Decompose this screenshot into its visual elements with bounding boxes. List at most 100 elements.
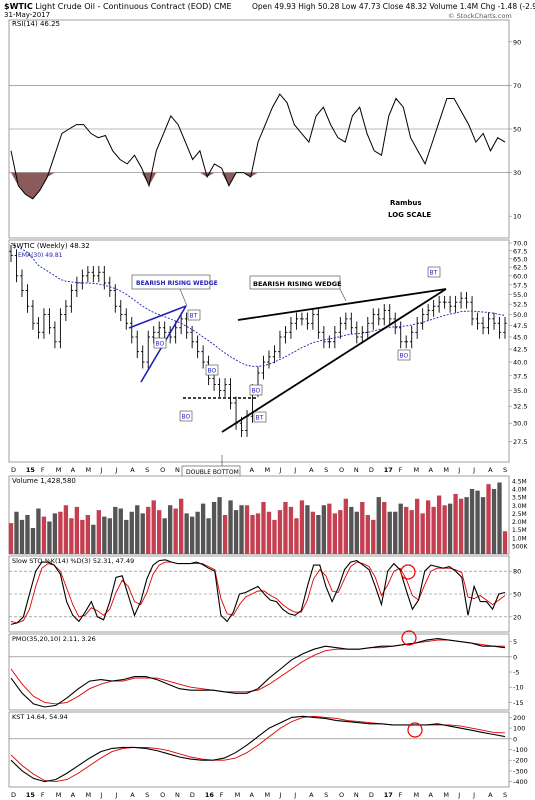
volume-bar xyxy=(310,511,316,554)
bottom-x-tick-label: J xyxy=(278,791,281,799)
bottom-x-tick-label: M xyxy=(264,791,270,799)
callout-box-bt xyxy=(187,309,201,321)
volume-bar xyxy=(486,484,491,554)
price-x-tick-label: M xyxy=(443,466,449,474)
rsi-legend: RSI(14) 46.25 xyxy=(12,20,60,28)
price-x-tick-label: O xyxy=(339,466,344,474)
bottom-x-tick-label: S xyxy=(324,791,328,799)
kst-line xyxy=(10,715,506,783)
volume-bar xyxy=(41,516,47,554)
price-x-tick-label: A xyxy=(488,466,493,474)
volume-bar xyxy=(63,505,69,554)
bottom-x-tick-label: D xyxy=(11,791,16,799)
rsi-axis-tick-label: 70 xyxy=(513,82,521,90)
bottom-x-tick-label: F xyxy=(220,791,224,799)
wedge2-label-pointer xyxy=(339,288,347,302)
volume-bar xyxy=(469,489,475,554)
volume-bar xyxy=(475,490,480,554)
bottom-x-tick-label: 16 xyxy=(205,791,215,799)
volume-bar xyxy=(30,528,36,554)
volume-bar xyxy=(321,505,327,554)
kst-panel-frame xyxy=(8,711,510,788)
pmo-axis-tick-label: -15 xyxy=(513,699,524,707)
volume-axis-tick-label: 1.5M xyxy=(512,527,527,534)
kst-axis-tick-label: -100 xyxy=(513,746,528,754)
volume-bar xyxy=(168,505,173,554)
callout-label-bt: BT xyxy=(256,415,264,422)
bottom-x-tick-label: D xyxy=(369,791,374,799)
volume-bar xyxy=(332,513,338,554)
volume-bar xyxy=(327,503,332,554)
callout-box-bo xyxy=(179,410,193,422)
price-axis-tick-label: 40.0 xyxy=(513,359,527,367)
volume-axis-tick-label: 4.0M xyxy=(512,487,527,494)
double-bottom-label: DOUBLE BOTTOM xyxy=(186,469,239,476)
symbol-description: Light Crude Oil - Continuous Contract (E… xyxy=(35,2,212,11)
price-x-tick-label: J xyxy=(99,466,102,474)
bottom-x-tick-label: A xyxy=(309,791,314,799)
bottom-x-tick-label: F xyxy=(399,791,403,799)
volume-bar xyxy=(382,502,387,554)
price-x-tick-label: J xyxy=(457,466,460,474)
volume-bar xyxy=(14,511,19,554)
volume-bar xyxy=(349,506,354,554)
price-axis-tick-label: 42.5 xyxy=(513,346,527,354)
volume-legend: Volume 1,428,580 xyxy=(12,477,76,485)
volume-bar xyxy=(266,511,272,554)
price-axis-tick-label: 62.5 xyxy=(513,264,527,272)
kst-axis-tick-label: -300 xyxy=(513,767,528,775)
price-x-tick-label: M xyxy=(56,466,62,474)
callout-box-bo xyxy=(397,349,411,361)
stochastic-d-line xyxy=(10,561,506,624)
header-high: High 50.28 xyxy=(298,2,340,11)
price-x-tick-label: M xyxy=(86,466,92,474)
volume-bar xyxy=(129,511,134,554)
volume-bar xyxy=(288,506,294,554)
volume-bar xyxy=(294,518,299,554)
stochastic-axis-tick-label: 80 xyxy=(513,568,521,576)
volume-bar xyxy=(415,498,420,554)
volume-axis-tick-label: 2.0M xyxy=(512,519,527,526)
volume-bar xyxy=(233,510,239,554)
bottom-x-tick-label: M xyxy=(56,791,62,799)
volume-bar xyxy=(151,500,156,554)
exchange-label: CME xyxy=(213,2,232,11)
price-x-tick-label: O xyxy=(160,466,165,474)
bottom-x-tick-label: F xyxy=(41,791,45,799)
volume-bar xyxy=(365,515,370,554)
price-axis-tick-label: 65.0 xyxy=(513,255,527,263)
volume-axis-tick-label: 3.0M xyxy=(512,503,527,510)
pmo-line xyxy=(10,638,506,708)
volume-bar xyxy=(502,531,508,554)
volume-bar xyxy=(118,508,123,554)
volume-bar xyxy=(102,516,107,554)
volume-bar xyxy=(222,515,228,554)
volume-bar xyxy=(404,506,409,554)
volume-bar xyxy=(206,518,211,554)
price-axis-tick-label: 60.0 xyxy=(513,272,527,280)
volume-bar xyxy=(261,502,266,554)
volume-bar xyxy=(157,510,162,554)
pmo-highlight-circle xyxy=(401,630,417,646)
callout-label-bo: BO xyxy=(208,368,217,375)
header-volume: Volume 1.4M xyxy=(429,2,479,11)
volume-axis-tick-label: 500K xyxy=(512,543,528,550)
pmo-panel-frame xyxy=(8,633,510,711)
volume-bar xyxy=(244,505,250,554)
volume-bar xyxy=(398,503,403,554)
volume-bar xyxy=(431,506,436,554)
volume-bar xyxy=(453,493,458,554)
price-x-tick-label: J xyxy=(278,466,281,474)
price-axis-tick-label: 55.0 xyxy=(513,291,527,299)
pmo-axis-tick-label: -10 xyxy=(513,684,524,692)
volume-bar xyxy=(189,516,195,554)
volume-bar xyxy=(458,498,464,554)
volume-bar xyxy=(250,515,255,554)
kst-axis-tick-label: 200 xyxy=(513,714,525,722)
bottom-x-tick-label: J xyxy=(114,791,117,799)
price-x-tick-label: J xyxy=(472,466,475,474)
bottom-x-tick-label: 17 xyxy=(384,791,393,799)
price-axis-tick-label: 52.5 xyxy=(513,301,527,309)
volume-bar xyxy=(420,513,425,554)
